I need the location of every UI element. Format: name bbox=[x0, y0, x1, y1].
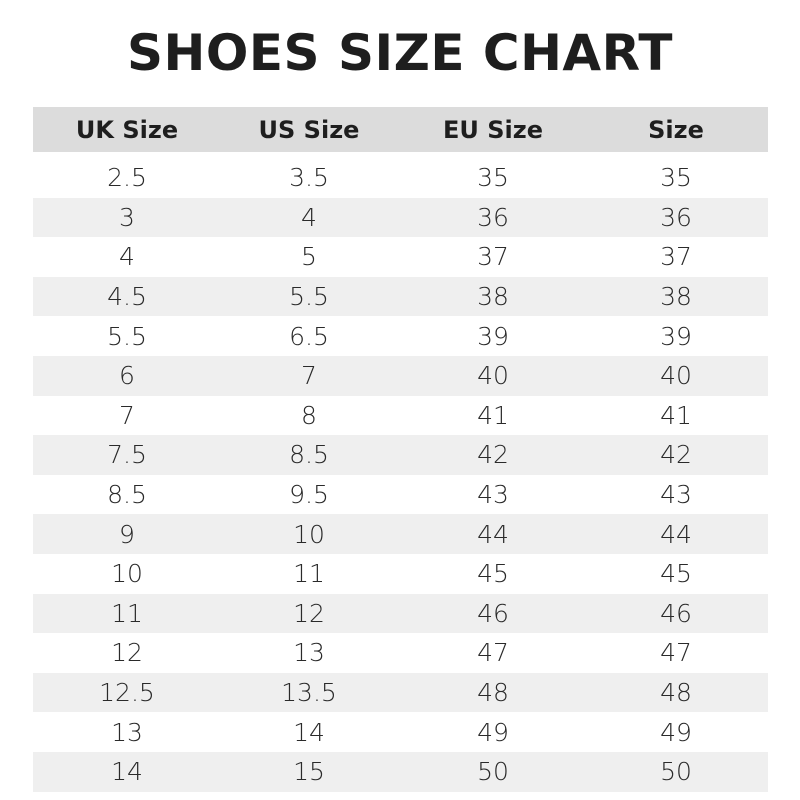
table-cell: 45 bbox=[477, 559, 509, 589]
title: SHOES SIZE CHART bbox=[127, 24, 673, 82]
table-cell: 9.5 bbox=[289, 480, 329, 510]
table-cell: 50 bbox=[477, 757, 509, 787]
table-cell: 4 bbox=[301, 202, 317, 232]
table-cell: 5.5 bbox=[289, 282, 329, 312]
header-row: UK Size US Size EU Size Size bbox=[33, 107, 768, 152]
table-row: 14 15 50 50 bbox=[33, 751, 768, 792]
table-cell: 49 bbox=[660, 717, 692, 747]
table-cell: 41 bbox=[477, 400, 509, 430]
table-cell: 8.5 bbox=[107, 480, 147, 510]
column-header: UK Size bbox=[75, 115, 179, 144]
table-cell: 43 bbox=[477, 480, 509, 510]
table-row: 5.5 6.5 39 39 bbox=[33, 316, 768, 356]
table-cell: 48 bbox=[477, 678, 509, 708]
table-cell: 9 bbox=[119, 519, 135, 549]
table-cell: 3.5 bbox=[289, 163, 329, 193]
table-cell: 13.5 bbox=[281, 678, 337, 708]
table-cell: 13 bbox=[111, 717, 143, 747]
table-cell: 11 bbox=[293, 559, 325, 589]
table-cell: 13 bbox=[293, 638, 325, 668]
table-cell: 50 bbox=[660, 757, 692, 787]
table-cell: 7 bbox=[301, 361, 317, 391]
table-cell: 5 bbox=[301, 242, 317, 272]
table-cell: 12 bbox=[111, 638, 143, 668]
table-cell: 3 bbox=[119, 202, 135, 232]
table-cell: 42 bbox=[660, 440, 692, 470]
table-cell: 4.5 bbox=[107, 282, 147, 312]
table-cell: 2.5 bbox=[107, 163, 147, 193]
table-cell: 41 bbox=[660, 400, 692, 430]
table-cell: 35 bbox=[660, 163, 692, 193]
table-cell: 47 bbox=[660, 638, 692, 668]
table-cell: 40 bbox=[477, 361, 509, 391]
table-cell: 47 bbox=[477, 638, 509, 668]
table-cell: 36 bbox=[660, 202, 692, 232]
table-cell: 15 bbox=[293, 757, 325, 787]
table-row: 13 14 49 49 bbox=[33, 712, 768, 752]
table-cell: 10 bbox=[111, 559, 143, 589]
table-cell: 10 bbox=[293, 519, 325, 549]
table-row: 12.5 13.5 48 48 bbox=[33, 672, 768, 713]
table-cell: 14 bbox=[111, 757, 143, 787]
table-cell: 39 bbox=[660, 321, 692, 351]
table-cell: 4 bbox=[119, 242, 135, 272]
table-row: 4 5 37 37 bbox=[33, 237, 768, 277]
table-cell: 11 bbox=[111, 598, 143, 628]
table-cell: 39 bbox=[477, 321, 509, 351]
table-cell: 42 bbox=[477, 440, 509, 470]
table-cell: 36 bbox=[477, 202, 509, 232]
column-header: US Size bbox=[258, 115, 360, 144]
table-cell: 45 bbox=[660, 559, 692, 589]
table-cell: 44 bbox=[660, 519, 692, 549]
table-row: 11 12 46 46 bbox=[33, 593, 768, 634]
table-row: 10 11 45 45 bbox=[33, 554, 768, 594]
table-cell: 46 bbox=[477, 598, 509, 628]
column-header: Size bbox=[648, 115, 704, 144]
table-row: 7 8 41 41 bbox=[33, 396, 768, 436]
table-cell: 40 bbox=[660, 361, 692, 391]
table-cell: 7.5 bbox=[107, 440, 147, 470]
table-cell: 8.5 bbox=[289, 440, 329, 470]
table-cell: 48 bbox=[660, 678, 692, 708]
table-cell: 12 bbox=[293, 598, 325, 628]
table-cell: 6.5 bbox=[289, 321, 329, 351]
table-row: 8.5 9.5 43 43 bbox=[33, 475, 768, 515]
table-row: 3 4 36 36 bbox=[33, 197, 768, 238]
table-cell: 38 bbox=[660, 282, 692, 312]
table-row: 6 7 40 40 bbox=[33, 355, 768, 396]
table-cell: 6 bbox=[119, 361, 135, 391]
table-cell: 5.5 bbox=[107, 321, 147, 351]
size-table: UK Size US Size EU Size Size 2.5 3.5 35 35 3 4 36 3… bbox=[33, 107, 768, 792]
table-cell: 7 bbox=[119, 400, 135, 430]
table-cell: 44 bbox=[477, 519, 509, 549]
table-cell: 37 bbox=[660, 242, 692, 272]
table-cell: 38 bbox=[477, 282, 509, 312]
table-cell: 37 bbox=[477, 242, 509, 272]
table-cell: 46 bbox=[660, 598, 692, 628]
table-row: 9 10 44 44 bbox=[33, 514, 768, 554]
table-cell: 12.5 bbox=[99, 678, 155, 708]
table-row: 2.5 3.5 35 35 bbox=[33, 158, 768, 198]
table-cell: 35 bbox=[477, 163, 509, 193]
table-cell: 43 bbox=[660, 480, 692, 510]
column-header: EU Size bbox=[443, 115, 543, 144]
table-cell: 8 bbox=[301, 400, 317, 430]
table-cell: 49 bbox=[477, 717, 509, 747]
table-row: 12 13 47 47 bbox=[33, 633, 768, 673]
table-row: 7.5 8.5 42 42 bbox=[33, 435, 768, 475]
table-cell: 14 bbox=[293, 717, 325, 747]
table-row: 4.5 5.5 38 38 bbox=[33, 276, 768, 317]
